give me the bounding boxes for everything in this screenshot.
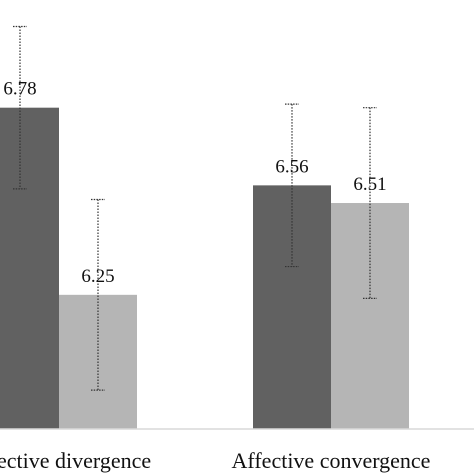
bar-1-1 — [0, 107, 59, 429]
data-label-1-2: 6.25 — [81, 266, 114, 287]
error-bar-2-1 — [285, 103, 299, 268]
data-label-2-1: 6.56 — [275, 156, 308, 177]
error-bar-1-2 — [91, 198, 105, 391]
error-bar-1-1 — [13, 25, 27, 190]
category-labels-layer: Affective divergence Affective convergenc… — [0, 448, 430, 473]
data-label-1-1: 6.78 — [3, 79, 36, 100]
bars-layer — [0, 107, 409, 429]
bar-2-1 — [253, 185, 331, 429]
error-bar-2-2 — [363, 107, 377, 299]
x-tick-label-1: Affective divergence — [0, 448, 151, 473]
x-tick-label-2: Affective convergence — [232, 448, 431, 473]
value-labels-layer: 6.78 6.25 6.56 6.51 — [3, 79, 386, 287]
data-label-2-2: 6.51 — [353, 174, 386, 195]
error-bars-layer — [13, 25, 377, 391]
